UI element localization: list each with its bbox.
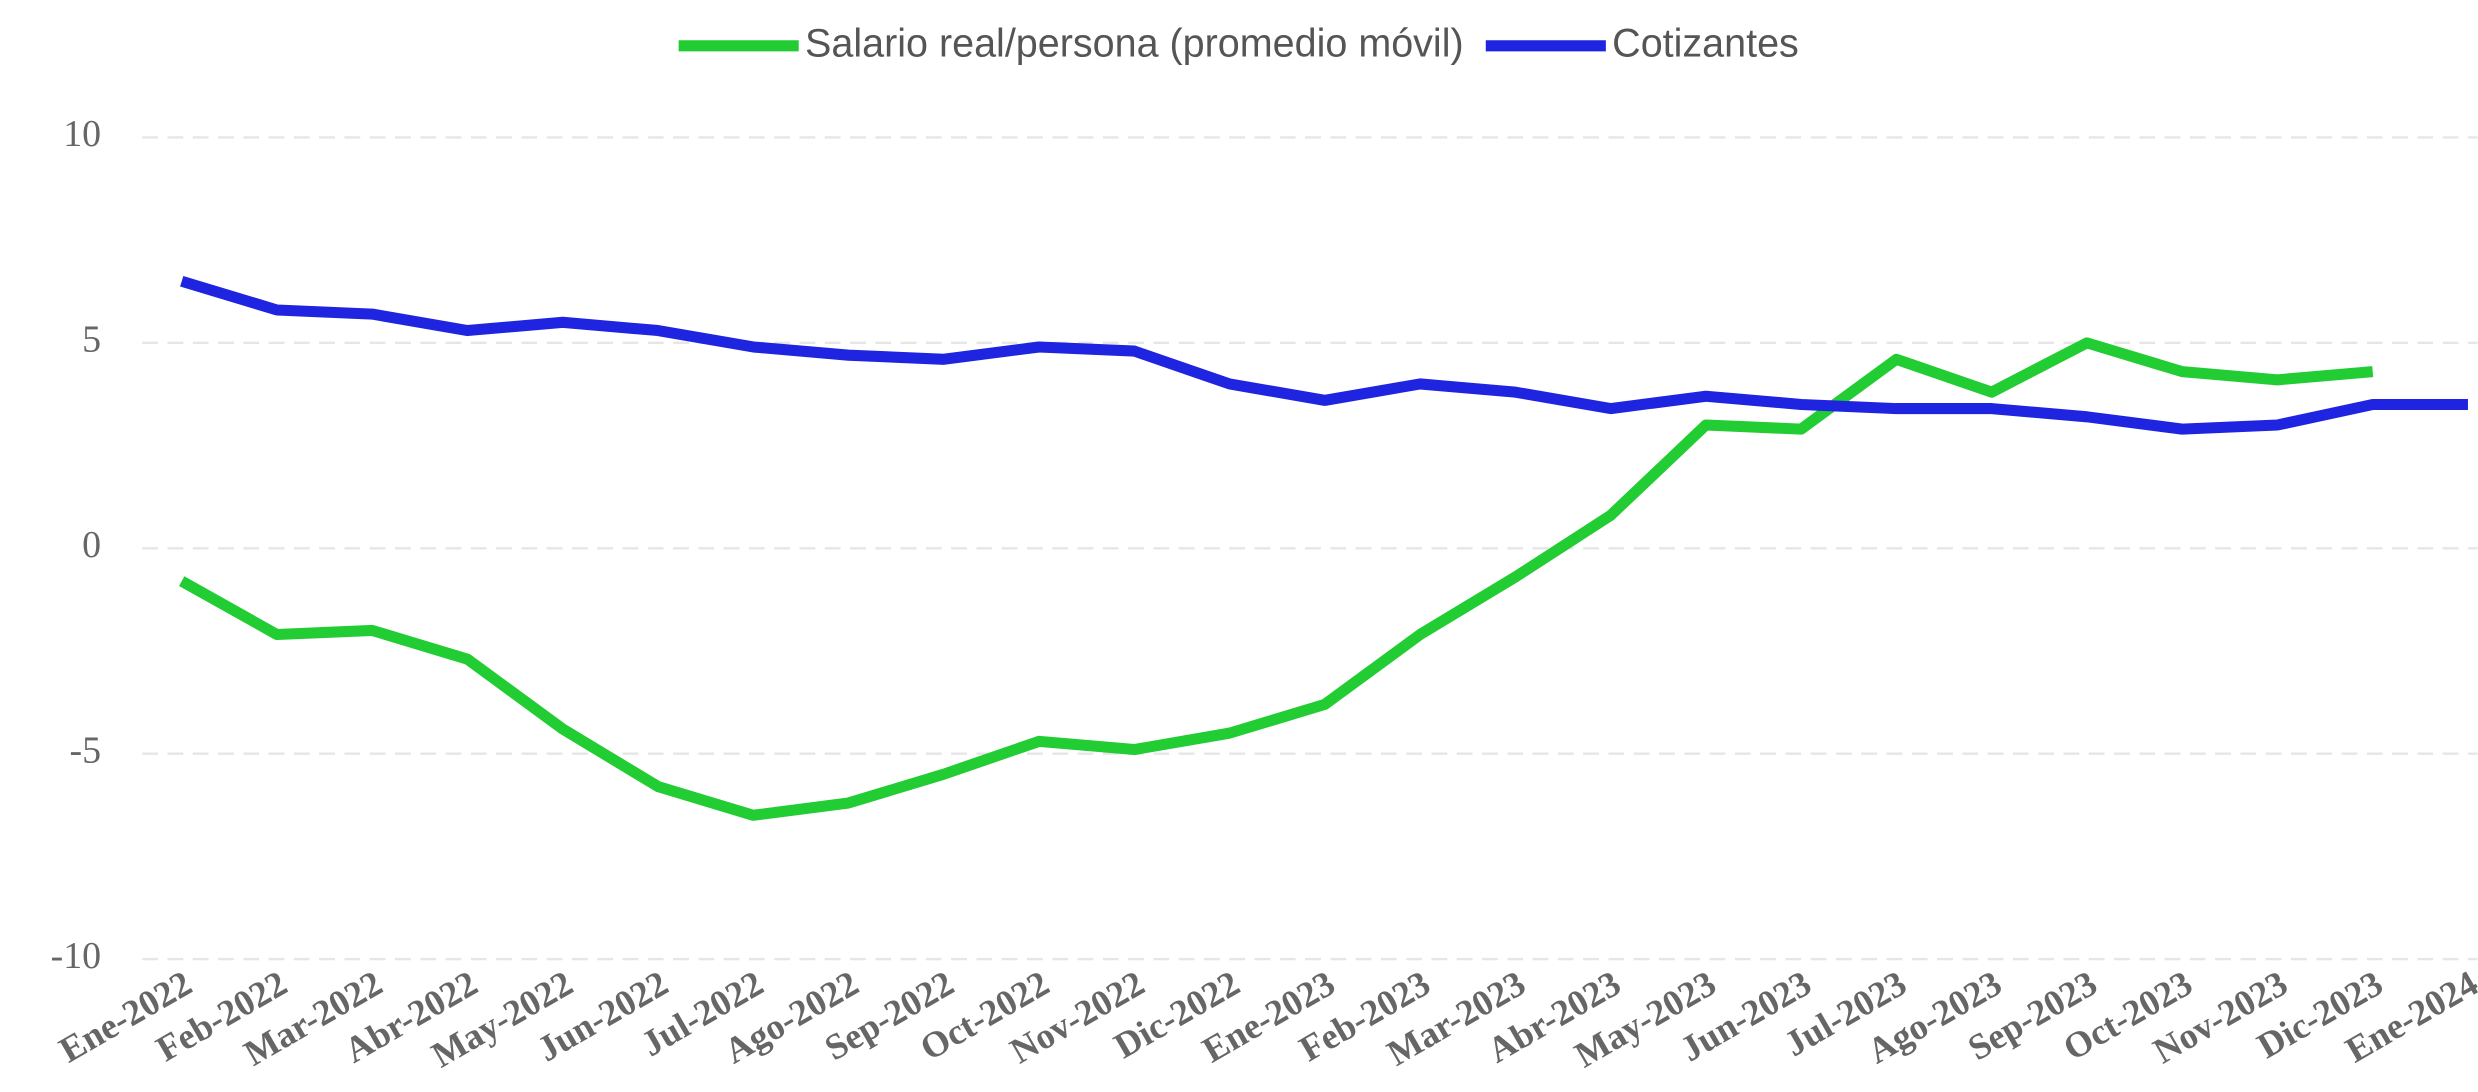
series-line (178, 337, 2374, 821)
series-line (180, 275, 2468, 435)
legend-label: Cotizantes (1612, 21, 1799, 65)
plot: -10-50510Ene-2022Feb-2022Mar-2022Abr-202… (51, 21, 2478, 1075)
y-tick-label: 5 (82, 319, 101, 361)
y-tick-label: 10 (63, 113, 101, 155)
y-tick-label: 0 (82, 524, 101, 566)
y-tick-label: -5 (70, 729, 102, 771)
legend: Salario real/persona (promedio móvil) Cot… (678, 21, 1799, 65)
legend-label: Salario real/persona (promedio móvil) (805, 21, 1464, 65)
y-tick-label: -10 (51, 935, 102, 977)
